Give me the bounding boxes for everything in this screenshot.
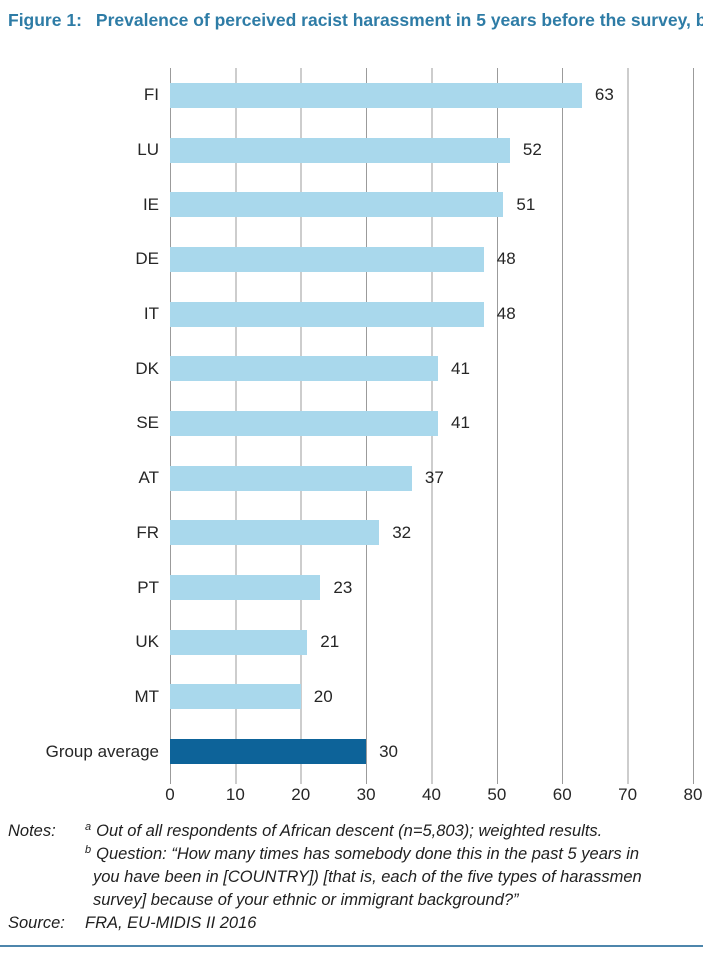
note-superscript: b bbox=[85, 843, 92, 856]
bar-value: 21 bbox=[320, 632, 340, 652]
bar-value: 32 bbox=[392, 522, 412, 542]
bar-row-ie: IE 51 bbox=[0, 177, 703, 232]
bar-value: 20 bbox=[313, 686, 333, 706]
bar-row-lu: LU 52 bbox=[0, 123, 703, 178]
row-plot: 63 bbox=[170, 68, 694, 123]
x-tick-label: 60 bbox=[552, 784, 572, 804]
bar bbox=[170, 629, 308, 655]
row-plot: 23 bbox=[170, 560, 694, 615]
x-tick-label: 20 bbox=[291, 784, 311, 804]
category-label: FI bbox=[143, 85, 159, 105]
category-label: AT bbox=[138, 468, 159, 488]
bar-value: 52 bbox=[522, 140, 542, 160]
bar-value: 41 bbox=[451, 413, 470, 433]
category-label: MT bbox=[134, 686, 159, 706]
notes-row: Notes: a Out of all respondents of Africa… bbox=[8, 820, 703, 912]
bar-row-mt: MT 20 bbox=[0, 670, 703, 725]
bar-value: 48 bbox=[496, 304, 516, 324]
bar-value: 48 bbox=[496, 249, 516, 269]
category-label: DK bbox=[135, 358, 159, 378]
bar-row-dk: DK 41 bbox=[0, 341, 703, 396]
row-plot: 41 bbox=[170, 341, 694, 396]
bar-row-pt: PT 23 bbox=[0, 560, 703, 615]
category-label: IT bbox=[143, 304, 159, 324]
figure-caption: Prevalence of perceived racist harassmen… bbox=[95, 10, 703, 30]
bar-chart: FI 63 LU 52 IE 51 DE 48 IT 48 DK 41 SE 41 AT 37 FR 32 PT 23… bbox=[0, 68, 703, 813]
x-tick-label: 50 bbox=[487, 784, 507, 804]
source-label: Source: bbox=[8, 914, 65, 932]
category-label: UK bbox=[135, 632, 159, 652]
figure-title: Figure 1: Prevalence of perceived racist … bbox=[8, 10, 703, 31]
row-plot: 48 bbox=[170, 287, 694, 342]
bottom-divider bbox=[0, 945, 703, 947]
bar-row-at: AT 37 bbox=[0, 451, 703, 506]
source-text: FRA, EU-MIDIS II 2016 bbox=[85, 914, 257, 932]
row-plot: 30 bbox=[170, 724, 694, 779]
x-tick-label: 80 bbox=[683, 784, 703, 804]
bar bbox=[170, 246, 484, 272]
note-continuation-line: you have been in [COUNTRY]) [that is, ea… bbox=[93, 868, 642, 886]
note-continuation-line: survey] because of your ethnic or immigr… bbox=[93, 891, 519, 909]
category-label: DE bbox=[135, 249, 159, 269]
notes-body: a Out of all respondents of African desce… bbox=[85, 820, 703, 912]
bar bbox=[170, 575, 321, 601]
bar-value: 30 bbox=[379, 741, 399, 761]
x-tick-label: 0 bbox=[165, 784, 175, 804]
bar bbox=[170, 137, 510, 163]
figure-number: Figure 1: bbox=[8, 10, 82, 30]
bar-row-uk: UK 21 bbox=[0, 615, 703, 670]
row-plot: 41 bbox=[170, 396, 694, 451]
bar-value: 63 bbox=[594, 85, 614, 105]
row-plot: 32 bbox=[170, 506, 694, 561]
bar bbox=[170, 82, 582, 108]
bar bbox=[170, 356, 438, 382]
bar-row-group-average: Group average 30 bbox=[0, 724, 703, 779]
category-label: LU bbox=[137, 140, 159, 160]
bar bbox=[170, 684, 301, 710]
bar-value: 37 bbox=[424, 468, 444, 488]
row-plot: 48 bbox=[170, 232, 694, 287]
bar bbox=[170, 520, 380, 546]
notes-block: Notes: a Out of all respondents of Africa… bbox=[8, 820, 703, 935]
bar-value: 51 bbox=[516, 194, 536, 214]
bar-row-it: IT 48 bbox=[0, 287, 703, 342]
row-plot: 21 bbox=[170, 615, 694, 670]
bar-rows: FI 63 LU 52 IE 51 DE 48 IT 48 DK 41 SE 41 AT 37 FR 32 PT 23… bbox=[0, 68, 703, 779]
note-line: b Question: “How many times has somebody … bbox=[85, 843, 640, 863]
bar-value: 23 bbox=[333, 577, 353, 597]
x-tick-label: 30 bbox=[356, 784, 376, 804]
row-plot: 37 bbox=[170, 451, 694, 506]
bar-row-fr: FR 32 bbox=[0, 506, 703, 561]
category-label: IE bbox=[142, 194, 159, 214]
note-superscript: a bbox=[85, 820, 92, 833]
bar bbox=[170, 301, 484, 327]
bar-row-de: DE 48 bbox=[0, 232, 703, 287]
bar bbox=[170, 465, 412, 491]
category-label: Group average bbox=[45, 741, 159, 761]
x-tick-label: 10 bbox=[225, 784, 245, 804]
x-axis: 0 10 20 30 40 50 60 70 80 bbox=[0, 779, 703, 813]
bar bbox=[170, 410, 438, 436]
bar-value: 41 bbox=[451, 358, 470, 378]
category-label: PT bbox=[137, 577, 159, 597]
row-plot: 51 bbox=[170, 177, 694, 232]
x-tick-label: 40 bbox=[422, 784, 441, 804]
bar bbox=[170, 192, 504, 218]
bar-row-se: SE 41 bbox=[0, 396, 703, 451]
notes-label: Notes: bbox=[8, 822, 56, 840]
source-row: Source: FRA, EU-MIDIS II 2016 bbox=[8, 912, 703, 935]
bar-row-fi: FI 63 bbox=[0, 68, 703, 123]
note-line: a Out of all respondents of African desce… bbox=[85, 820, 603, 840]
row-plot: 20 bbox=[170, 670, 694, 725]
category-label: FR bbox=[136, 522, 159, 542]
row-plot: 52 bbox=[170, 123, 694, 178]
x-tick-label: 70 bbox=[618, 784, 638, 804]
category-label: SE bbox=[136, 413, 159, 433]
bar bbox=[170, 739, 367, 765]
